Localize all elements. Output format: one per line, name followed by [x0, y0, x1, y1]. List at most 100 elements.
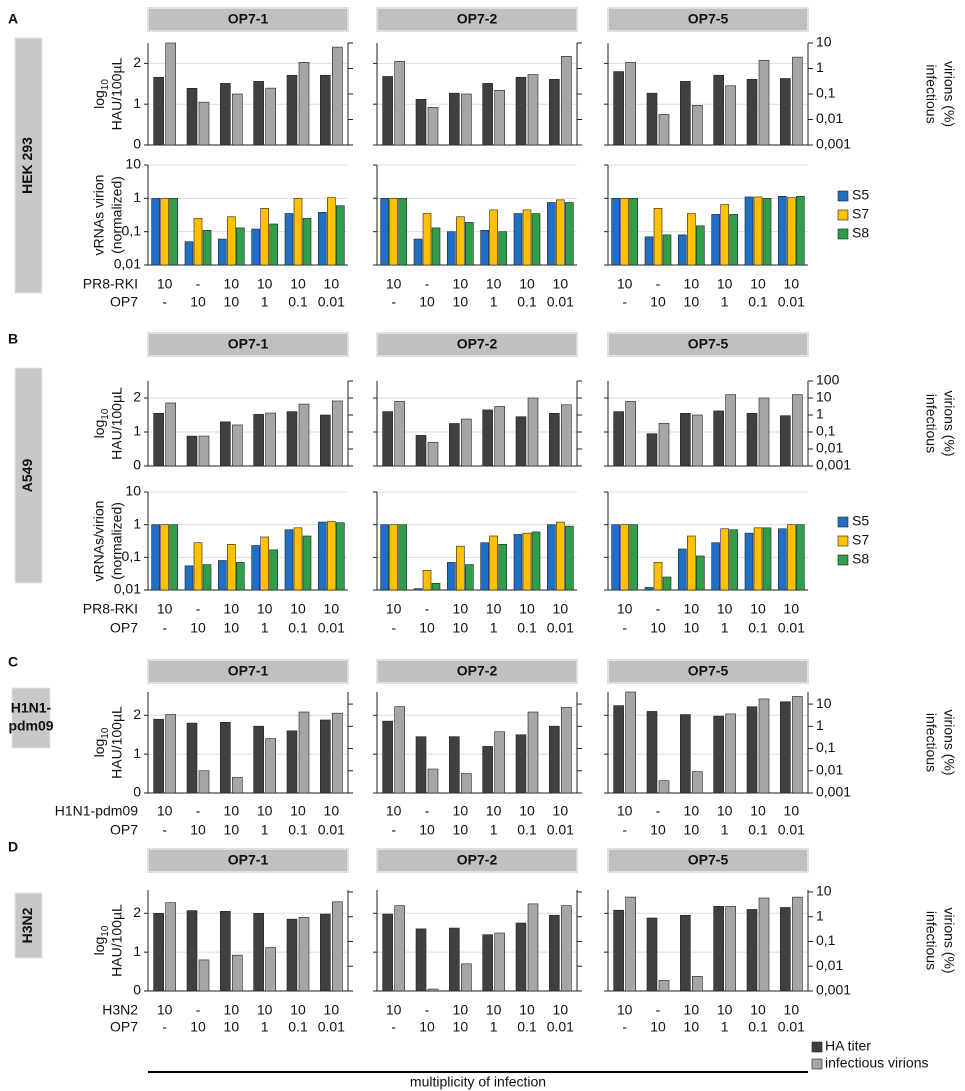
- bar: [298, 711, 310, 794]
- x-tick-label: 0.1: [517, 294, 537, 310]
- bar: [165, 714, 176, 794]
- bar: [556, 199, 565, 266]
- y-axis-label-part: log: [91, 739, 107, 758]
- x-tick-label: 10: [486, 803, 502, 819]
- bar: [658, 980, 670, 992]
- y-axis-label: log10: [91, 925, 111, 955]
- legend-label: S5: [852, 513, 869, 529]
- y-tick-label: 0,01: [114, 581, 141, 597]
- bar: [498, 231, 507, 266]
- bar: [613, 71, 624, 146]
- bar: [265, 412, 276, 467]
- bar: [202, 564, 212, 591]
- bar: [780, 701, 791, 794]
- bar: [186, 87, 198, 146]
- x-tick-label: 10: [190, 294, 206, 310]
- x-tick-label: 10: [290, 1002, 306, 1018]
- bar: [320, 74, 331, 146]
- bar: [169, 524, 178, 591]
- bar: [193, 218, 203, 266]
- bar: [286, 918, 298, 992]
- bar: [646, 433, 658, 467]
- bar: [758, 59, 770, 146]
- x-tick-label: -: [162, 620, 167, 636]
- y-axis-label-sub: 10: [100, 79, 111, 91]
- bar: [629, 524, 638, 591]
- bar: [389, 524, 398, 591]
- x-tick-label: 10: [784, 803, 800, 819]
- bar: [251, 228, 260, 266]
- bar: [218, 238, 227, 266]
- x-tick-label: 0.01: [318, 1019, 345, 1035]
- y2-tick-label: 0,001: [816, 136, 851, 152]
- bar: [625, 896, 636, 992]
- x-tick-label: 10: [453, 276, 469, 292]
- bar: [422, 213, 432, 266]
- bar: [220, 83, 231, 146]
- bar: [549, 914, 560, 992]
- panel-letter: D: [8, 839, 18, 855]
- y-axis-label: (normalized): [109, 176, 125, 254]
- bar: [413, 588, 423, 591]
- x-tick-label: 1: [721, 294, 729, 310]
- bar: [746, 909, 758, 992]
- y2-axis-label: infectious: [923, 394, 939, 453]
- x-tick-label: 10: [453, 294, 469, 310]
- bar: [729, 214, 738, 266]
- y2-tick-label: 0,01: [816, 761, 843, 777]
- x-tick-label: 10: [650, 822, 666, 838]
- y-tick-label: 10: [125, 483, 141, 499]
- bar: [549, 79, 560, 146]
- bar: [398, 198, 407, 266]
- bar: [236, 227, 245, 266]
- bar: [792, 696, 803, 794]
- bar: [332, 46, 343, 146]
- bar: [302, 535, 312, 591]
- bar: [160, 198, 169, 266]
- bar: [227, 216, 236, 266]
- bar: [198, 770, 210, 794]
- bar: [220, 421, 231, 467]
- x-tick-label: 10: [453, 601, 469, 617]
- x-tick-label: -: [391, 822, 396, 838]
- bar: [382, 913, 393, 992]
- x-tick-label: 10: [553, 276, 569, 292]
- bar: [687, 535, 696, 591]
- bar: [758, 698, 770, 794]
- x-tick-label: 10: [684, 1019, 700, 1035]
- y2-tick-label: 100: [816, 372, 840, 388]
- x-tick-label: 10: [157, 601, 173, 617]
- bar: [449, 92, 460, 146]
- x-tick-label: 10: [684, 601, 700, 617]
- bar: [778, 196, 787, 266]
- bar: [629, 198, 638, 266]
- bar: [165, 42, 176, 146]
- bar: [153, 718, 164, 794]
- column-header-box: [376, 7, 578, 32]
- x-tick-label: 10: [224, 1002, 240, 1018]
- y2-tick-label: 10: [816, 389, 832, 405]
- x-tick-label: 10: [386, 601, 402, 617]
- bar: [202, 229, 212, 266]
- bar: [720, 528, 729, 591]
- bar: [527, 711, 539, 794]
- bar: [653, 208, 663, 266]
- bar: [746, 706, 758, 794]
- bar: [725, 85, 736, 146]
- x-tick-label: 0.01: [318, 620, 345, 636]
- column-header-box: [607, 659, 809, 684]
- bar: [456, 545, 465, 591]
- bar: [380, 198, 389, 266]
- bar: [692, 976, 703, 992]
- x-tick-label: 0.01: [318, 294, 345, 310]
- cell-line-label: H3N2: [19, 907, 35, 943]
- bar: [696, 555, 705, 591]
- x-tick-label: 10: [750, 601, 766, 617]
- y-tick-label: 2: [133, 706, 141, 722]
- x-tick-label: 0.1: [288, 1019, 308, 1035]
- bar: [713, 410, 724, 467]
- legend-label: S5: [852, 187, 869, 203]
- x-tick-label: 10: [257, 1002, 273, 1018]
- panel-letter: A: [8, 11, 18, 27]
- bar: [461, 418, 472, 467]
